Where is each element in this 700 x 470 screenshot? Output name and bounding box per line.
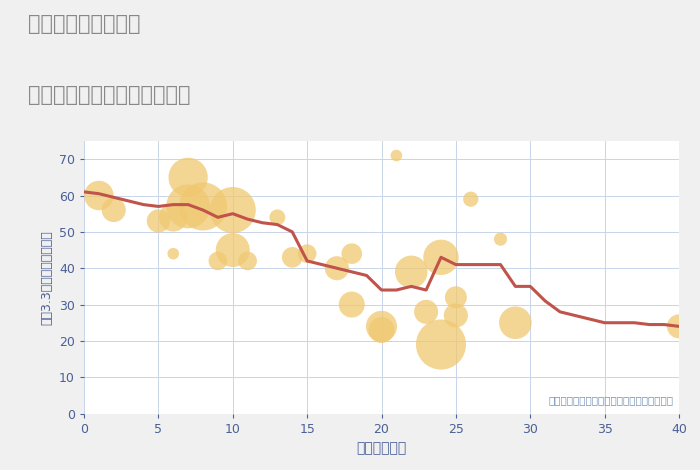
- Point: [302, 250, 313, 258]
- Point: [227, 206, 238, 214]
- Point: [346, 250, 357, 258]
- Text: 愛知県常滑市樽水の: 愛知県常滑市樽水の: [28, 14, 141, 34]
- Point: [391, 152, 402, 159]
- Point: [435, 253, 447, 261]
- Point: [331, 265, 342, 272]
- Point: [272, 213, 283, 221]
- Point: [673, 322, 685, 330]
- Point: [168, 213, 179, 221]
- Text: 円の大きさは、取引のあった物件面積を示す: 円の大きさは、取引のあった物件面積を示す: [548, 395, 673, 406]
- Point: [376, 326, 387, 334]
- Point: [242, 257, 253, 265]
- Point: [346, 301, 357, 308]
- Point: [435, 341, 447, 348]
- X-axis label: 築年数（年）: 築年数（年）: [356, 441, 407, 455]
- Point: [287, 253, 298, 261]
- Point: [212, 257, 223, 265]
- Point: [495, 235, 506, 243]
- Point: [421, 308, 432, 315]
- Point: [183, 173, 194, 181]
- Point: [465, 196, 476, 203]
- Point: [450, 312, 461, 319]
- Point: [153, 217, 164, 225]
- Point: [510, 319, 521, 327]
- Point: [197, 203, 209, 210]
- Text: 築年数別中古マンション価格: 築年数別中古マンション価格: [28, 85, 190, 105]
- Point: [183, 203, 194, 210]
- Point: [168, 250, 179, 258]
- Point: [108, 206, 119, 214]
- Point: [227, 246, 238, 254]
- Point: [376, 322, 387, 330]
- Point: [450, 294, 461, 301]
- Point: [93, 192, 104, 199]
- Point: [406, 268, 417, 275]
- Y-axis label: 坪（3.3㎡）単価（万円）: 坪（3.3㎡）単価（万円）: [41, 230, 53, 325]
